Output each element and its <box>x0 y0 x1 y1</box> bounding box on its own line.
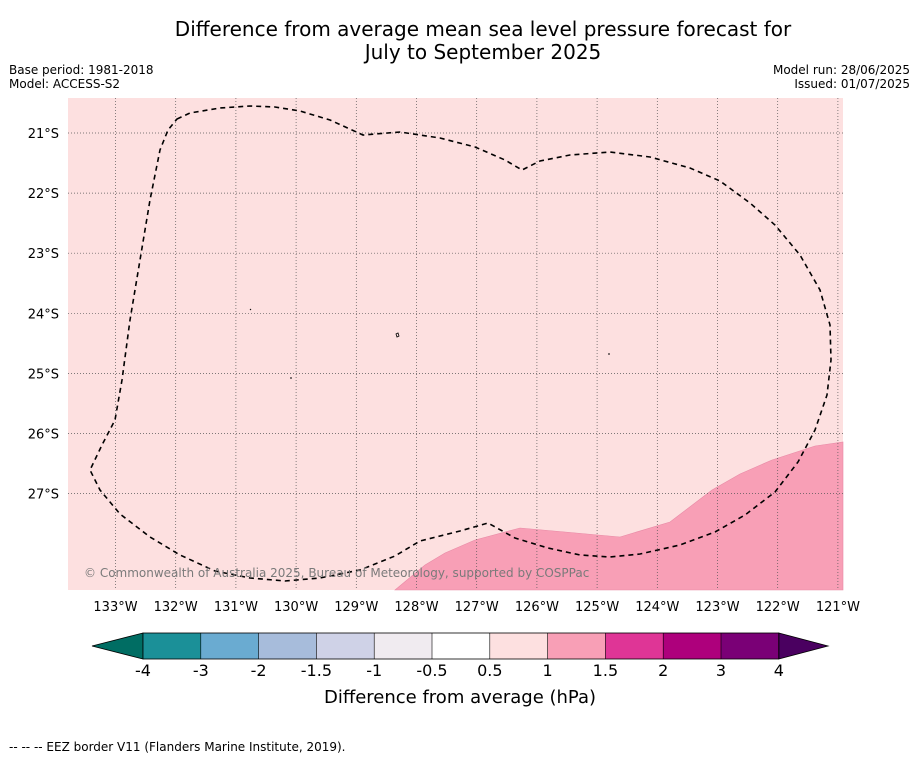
latitude-label: 26°S <box>28 428 59 443</box>
graticule <box>68 98 843 590</box>
issued-date: Issued: 01/07/2025 <box>794 77 910 91</box>
longitude-label: 127°W <box>455 600 499 615</box>
colorbar-segment <box>143 633 201 659</box>
longitude-labels: 133°W 132°W 131°W 130°W 129°W 128°W 127°W 126°W… <box>93 600 860 615</box>
colorbar-frame <box>142 632 780 660</box>
longitude-label: 124°W <box>635 600 679 615</box>
colorbar-segment <box>489 633 548 659</box>
colorbar-tick-label: 2 <box>658 661 668 680</box>
colorbar-segment <box>258 633 317 659</box>
base-period: Base period: 1981-2018 <box>9 63 154 77</box>
colorbar-segment <box>316 633 375 659</box>
colorbar-segment <box>547 633 606 659</box>
latitude-label: 27°S <box>28 488 59 503</box>
colorbar: -4 -3 -2 -1.5 -1 -0.5 0.5 1 1.5 2 3 4 Difference fro… <box>91 632 830 708</box>
colorbar-tick-label: -0.5 <box>416 661 447 680</box>
eez-legend: -- -- -- EEZ border V11 (Flanders Marine… <box>9 740 346 754</box>
longitude-label: 132°W <box>154 600 198 615</box>
model-info: Base period: 1981-2018 Model: ACCESS-S2 <box>9 63 154 91</box>
longitude-label: 128°W <box>394 600 438 615</box>
colorbar-extend-low <box>91 632 144 660</box>
colorbar-tick-label: -4 <box>135 661 151 680</box>
run-info: Model run: 28/06/2025 Issued: 01/07/2025 <box>773 63 910 91</box>
colorbar-segment <box>200 633 259 659</box>
latitude-label: 21°S <box>28 127 59 142</box>
colorbar-tick-label: 0.5 <box>477 661 502 680</box>
island <box>395 332 400 338</box>
colorbar-segment <box>663 633 721 659</box>
colorbar-tick-label: 1.5 <box>593 661 618 680</box>
model-name: Model: ACCESS-S2 <box>9 77 121 91</box>
latitude-label: 24°S <box>28 307 59 322</box>
colorbar-tick-label: -1.5 <box>301 661 332 680</box>
map-title: Difference from average mean sea level p… <box>0 18 919 64</box>
longitude-label: 121°W <box>816 600 860 615</box>
latitude-label: 22°S <box>28 187 59 202</box>
longitude-label: 125°W <box>575 600 619 615</box>
island <box>249 308 252 311</box>
colorbar-segment <box>721 633 779 659</box>
colorbar-tick-label: 4 <box>774 661 784 680</box>
colorbar-tick-label: 3 <box>716 661 726 680</box>
copyright-note: © Commonwealth of Australia 2025, Bureau… <box>84 566 589 580</box>
eez-border <box>89 105 832 582</box>
model-run: Model run: 28/06/2025 <box>772 63 910 77</box>
title-line-1: Difference from average mean sea level p… <box>174 17 792 41</box>
anomaly-region <box>394 441 844 591</box>
colorbar-segment <box>374 633 432 659</box>
latitude-label: 23°S <box>28 247 59 262</box>
colorbar-segment <box>432 633 490 659</box>
colorbar-segment <box>605 633 664 659</box>
longitude-label: 129°W <box>334 600 378 615</box>
colorbar-tick-label: 1 <box>543 661 553 680</box>
longitude-label: 133°W <box>93 600 137 615</box>
colorbar-tick-label: -2 <box>251 661 267 680</box>
longitude-label: 131°W <box>214 600 258 615</box>
colorbar-extend-high <box>778 632 830 660</box>
longitude-label: 122°W <box>756 600 800 615</box>
longitude-label: 123°W <box>695 600 739 615</box>
colorbar-tick-label: -1 <box>366 661 382 680</box>
colorbar-tick-label: -3 <box>193 661 209 680</box>
longitude-label: 130°W <box>274 600 318 615</box>
colorbar-label: Difference from average (hPa) <box>324 687 596 708</box>
longitude-label: 126°W <box>515 600 559 615</box>
latitude-label: 25°S <box>28 367 59 382</box>
title-line-2: July to September 2025 <box>364 40 602 64</box>
latitude-labels: 21°S 22°S 23°S 24°S 25°S 26°S 27°S <box>28 127 59 503</box>
